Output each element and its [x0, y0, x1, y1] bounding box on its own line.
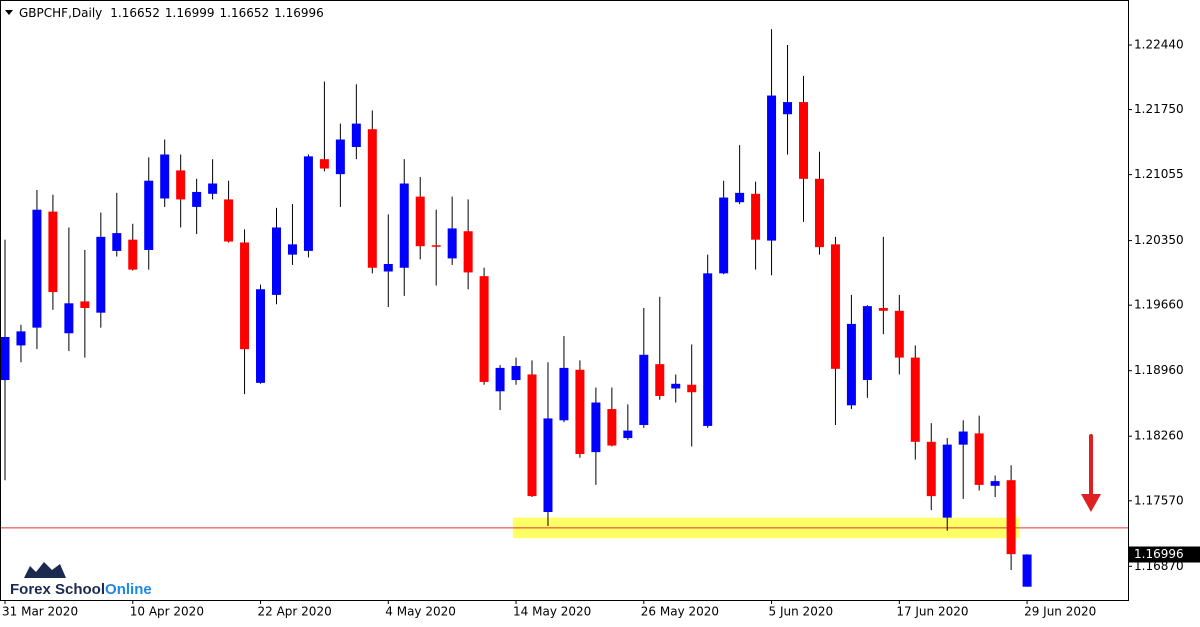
candle-body [767, 95, 777, 241]
menu-triangle[interactable] [5, 10, 13, 15]
candle-body [687, 384, 697, 393]
candle-body [527, 374, 537, 497]
candle-body [447, 228, 457, 259]
candle-body [974, 433, 984, 485]
candle-body [399, 183, 409, 268]
y-tick-label: 1.22440 [1134, 37, 1184, 51]
candle-body [0, 337, 10, 381]
candle-body [639, 354, 649, 425]
candle-body [942, 444, 952, 518]
x-tick-label: 22 Apr 2020 [258, 605, 332, 619]
header-low: 1.16652 [220, 6, 270, 20]
candle-body [192, 191, 202, 207]
candle-body [591, 402, 601, 453]
candle-body [112, 233, 122, 251]
x-tick-label: 10 Apr 2020 [130, 605, 204, 619]
candle-body [351, 123, 361, 148]
candle-body [96, 236, 106, 313]
price-tag-box [1129, 546, 1200, 563]
logo-text: Forex SchoolOnline [10, 581, 152, 598]
candle-body [208, 183, 218, 194]
candle-body [271, 227, 281, 295]
candle-body [287, 244, 297, 255]
candle-body [32, 209, 42, 328]
x-tick-label: 4 May 2020 [385, 605, 456, 619]
y-tick-label: 1.20350 [1134, 233, 1184, 247]
candle-body [543, 418, 553, 513]
candle-body [783, 102, 793, 115]
candle-body [958, 431, 968, 445]
candle-body [830, 244, 840, 369]
candle-body [719, 197, 729, 274]
candle-body [623, 430, 633, 439]
x-tick-label: 17 Jun 2020 [896, 605, 968, 619]
candle-body [160, 154, 170, 199]
candle-body [224, 199, 234, 242]
candle-body [415, 196, 425, 247]
y-tick-label: 1.17570 [1134, 493, 1184, 507]
chart-header: GBPCHF,Daily 1.16652 1.16999 1.16652 1.16996 [19, 6, 324, 20]
y-tick-label: 1.21055 [1134, 167, 1184, 181]
candle-body [607, 409, 617, 446]
candle-body [256, 289, 266, 383]
arrow [1081, 434, 1101, 512]
y-tick-label: 1.18960 [1134, 363, 1184, 377]
header-high: 1.16999 [165, 6, 215, 20]
candle-body [575, 369, 585, 454]
candle-body [367, 129, 377, 268]
candle-body [383, 263, 393, 272]
candle-body [846, 323, 856, 406]
plot-area [0, 29, 1128, 587]
candle-body [735, 192, 745, 203]
price-tag: 1.16996 [1134, 547, 1184, 561]
candle-body [894, 310, 904, 358]
candle-body [1006, 480, 1016, 555]
y-tick-label: 1.18260 [1134, 429, 1184, 443]
candle-body [16, 331, 26, 346]
candle-body [431, 245, 441, 247]
candle-body [144, 180, 154, 250]
candle-body [814, 178, 824, 248]
candle-body [463, 231, 473, 273]
header-open: 1.16652 [110, 6, 160, 20]
candle-body [48, 211, 58, 293]
candle-body [1022, 554, 1032, 587]
x-tick-label: 31 Mar 2020 [2, 605, 78, 619]
candle-body [655, 364, 665, 396]
x-tick-label: 26 May 2020 [641, 605, 719, 619]
candle-body [335, 139, 345, 175]
candle-body [64, 303, 74, 334]
plot-frame [0, 0, 1129, 601]
candle-body [878, 307, 888, 311]
candle-body [703, 273, 713, 426]
candle-body [862, 306, 872, 381]
candle-body [176, 170, 186, 200]
x-tick-label: 29 Jun 2020 [1024, 605, 1096, 619]
candle-body [303, 156, 313, 251]
x-tick-label: 5 Jun 2020 [769, 605, 834, 619]
candle-body [511, 366, 521, 381]
candle-body [990, 481, 1000, 486]
candle-body [495, 367, 505, 392]
y-tick-label: 1.21750 [1134, 102, 1184, 116]
candle-body [910, 357, 920, 442]
candle-body [926, 441, 936, 497]
header-close: 1.16996 [274, 6, 324, 20]
candle-body [319, 159, 329, 169]
y-tick-label: 1.19660 [1134, 298, 1184, 312]
candle-body [80, 301, 90, 308]
logo: Forex SchoolOnline [10, 562, 152, 598]
candle-body [240, 242, 250, 350]
candle-body [799, 102, 808, 179]
candle-body [128, 239, 138, 270]
candle-body [671, 383, 681, 389]
candle-body [479, 276, 489, 382]
x-tick-label: 14 May 2020 [513, 605, 591, 619]
candle-body [559, 367, 569, 421]
candle-body [751, 193, 761, 240]
symbol: GBPCHF,Daily [19, 6, 102, 20]
